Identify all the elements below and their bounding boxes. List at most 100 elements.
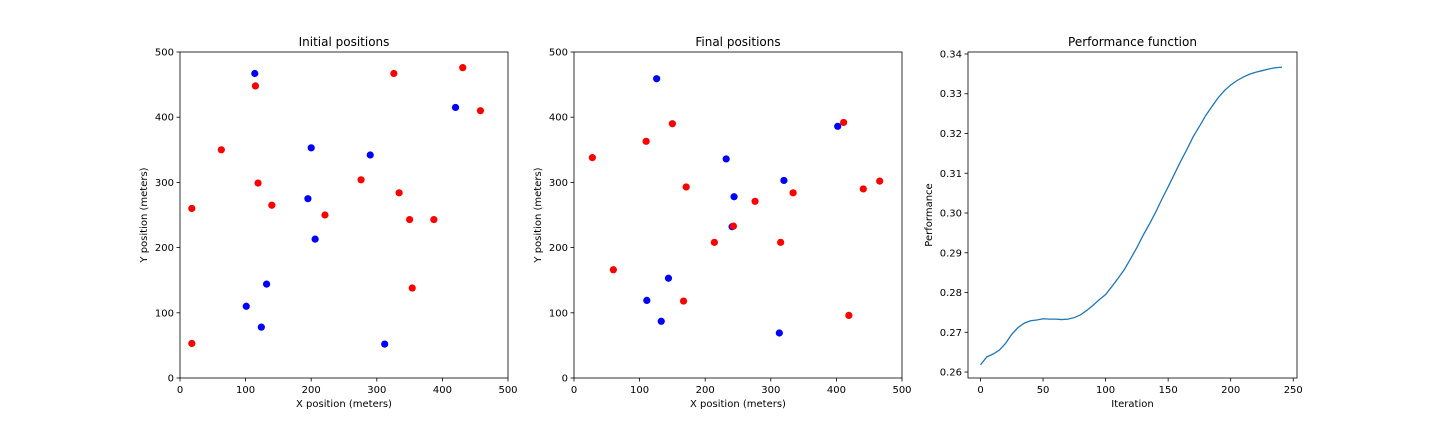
- scatter-point: [710, 238, 718, 246]
- scatter-point: [777, 238, 785, 246]
- y-tick-label: 0.28: [940, 288, 962, 299]
- scatter-point: [408, 284, 416, 292]
- scatter-point: [307, 144, 315, 152]
- y-tick-label: 0.33: [940, 89, 962, 100]
- scatter-point: [679, 297, 688, 305]
- y-tick-label: 200: [549, 243, 568, 254]
- scatter-point: [653, 75, 661, 83]
- scatter-point: [859, 185, 867, 193]
- scatter-point: [840, 118, 848, 127]
- x-tick-label: 500: [892, 385, 911, 396]
- x-tick-label: 400: [827, 385, 846, 396]
- y-tick-label: 0.29: [940, 248, 962, 259]
- performance-line: [979, 66, 1283, 366]
- scatter-point: [476, 107, 485, 115]
- x-tick-label: 100: [1096, 385, 1115, 396]
- x-axis-label: X position (meters): [296, 399, 392, 410]
- plot-frame: [573, 51, 903, 379]
- x-tick-label: 200: [696, 385, 715, 396]
- y-tick-label: 0.32: [940, 129, 962, 140]
- scatter-point: [262, 280, 271, 288]
- scatter-point: [775, 329, 783, 337]
- scatter-point: [251, 82, 260, 90]
- chart-title: Performance function: [1068, 35, 1197, 49]
- y-tick-label: 500: [155, 48, 174, 59]
- scatter-point: [254, 179, 262, 187]
- scatter-point: [642, 137, 650, 145]
- scatter-point: [664, 274, 673, 282]
- x-tick-label: 300: [761, 385, 780, 396]
- plot-frame: [179, 51, 509, 379]
- x-tick-label: 50: [1037, 385, 1050, 396]
- chart-title: Initial positions: [299, 35, 390, 49]
- scatter-point: [390, 69, 398, 78]
- scatter-point: [682, 183, 690, 191]
- scatter-point: [430, 215, 438, 224]
- scatter-point: [451, 103, 460, 112]
- y-tick-label: 0.30: [940, 209, 962, 220]
- x-tick-label: 150: [1159, 385, 1178, 396]
- x-tick-label: 400: [433, 385, 452, 396]
- scatter-point: [406, 215, 414, 224]
- x-tick-label: 0: [177, 385, 183, 396]
- y-axis-label: Performance: [924, 183, 935, 246]
- x-tick-label: 250: [1284, 385, 1303, 396]
- plot-frame: [967, 51, 1298, 379]
- y-axis-label: Y position (meters): [533, 167, 544, 263]
- scatter-point: [730, 193, 738, 201]
- x-axis-label: X position (meters): [690, 399, 786, 410]
- y-tick-label: 300: [549, 178, 568, 189]
- scatter-point: [242, 302, 250, 310]
- scatter-point: [321, 211, 329, 219]
- scatter-point: [668, 120, 677, 128]
- x-tick-label: 500: [498, 385, 517, 396]
- scatter-point: [722, 155, 730, 163]
- x-tick-label: 100: [236, 385, 255, 396]
- chart-title: Final positions: [695, 35, 780, 49]
- y-axis-label: Y position (meters): [139, 167, 150, 263]
- scatter-point: [366, 151, 374, 159]
- scatter-point: [357, 176, 365, 184]
- scatter-point: [876, 177, 884, 185]
- y-tick-label: 100: [549, 308, 568, 319]
- x-tick-label: 200: [1221, 385, 1240, 396]
- y-tick-label: 0.31: [940, 169, 962, 180]
- scatter-point: [381, 340, 389, 348]
- y-tick-label: 100: [155, 308, 174, 319]
- x-tick-label: 200: [302, 385, 321, 396]
- x-tick-label: 0: [977, 385, 983, 396]
- scatter-point: [609, 266, 617, 274]
- scatter-point: [657, 317, 665, 325]
- scatter-point: [311, 235, 319, 243]
- y-tick-label: 200: [155, 243, 174, 254]
- scatter-point: [729, 222, 738, 230]
- y-tick-label: 400: [155, 113, 174, 124]
- scatter-point: [834, 122, 842, 130]
- scatter-point: [643, 296, 651, 305]
- y-tick-label: 0.27: [940, 328, 962, 339]
- scatter-point: [257, 323, 265, 331]
- x-tick-label: 100: [630, 385, 649, 396]
- y-tick-label: 400: [549, 113, 568, 124]
- scatter-point: [395, 189, 403, 197]
- scatter-point: [459, 64, 467, 72]
- x-tick-label: 0: [571, 385, 577, 396]
- scatter-point: [789, 189, 797, 197]
- scatter-point: [751, 197, 759, 205]
- x-axis-label: Iteration: [1111, 399, 1153, 410]
- y-tick-label: 300: [155, 178, 174, 189]
- x-tick-label: 300: [367, 385, 386, 396]
- scatter-point: [304, 195, 312, 203]
- scatter-point: [268, 201, 276, 209]
- y-tick-label: 0.26: [940, 368, 962, 379]
- scatter-point: [251, 69, 259, 78]
- scatter-point: [588, 154, 596, 162]
- scatter-point: [780, 176, 788, 185]
- y-tick-label: 500: [549, 48, 568, 59]
- y-tick-label: 0: [562, 374, 568, 385]
- scatter-point: [845, 311, 853, 320]
- y-tick-label: 0.34: [940, 49, 962, 60]
- scatter-point: [217, 146, 225, 154]
- scatter-point: [188, 204, 196, 213]
